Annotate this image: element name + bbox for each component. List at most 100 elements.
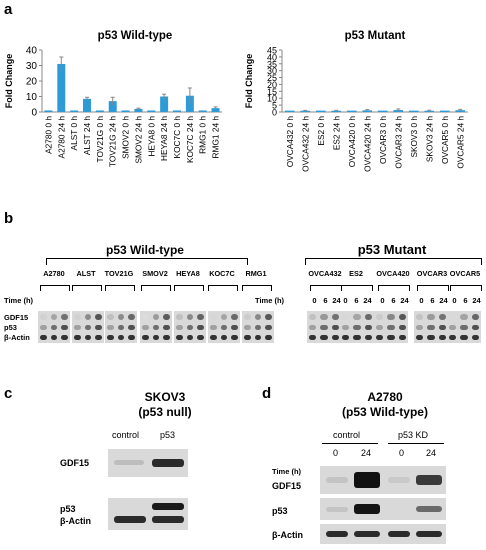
p53-band bbox=[61, 325, 68, 330]
gdf15-band bbox=[117, 314, 125, 320]
gdf15-band bbox=[387, 314, 395, 320]
actin-band bbox=[416, 335, 424, 340]
gdf15-band bbox=[95, 314, 102, 320]
gdf15-band bbox=[438, 314, 446, 320]
chart-title-wildtype: p53 Wild-type bbox=[97, 30, 173, 42]
y-axis-label: Fold Change bbox=[244, 54, 254, 109]
cell-line-bracket bbox=[341, 285, 373, 291]
blot-strip bbox=[105, 311, 137, 343]
p53-band bbox=[387, 325, 395, 330]
time-point-label: 24 bbox=[363, 296, 372, 305]
cell-line-label: TOV21G bbox=[104, 269, 134, 278]
x-tick-label: KOC7C 24 h bbox=[185, 116, 195, 163]
gdf15-band bbox=[84, 314, 92, 320]
p53-band bbox=[220, 325, 228, 330]
bar bbox=[83, 98, 91, 112]
cell-line-label: ALST bbox=[76, 269, 96, 278]
gdf15-band bbox=[320, 314, 328, 320]
actin-band bbox=[331, 335, 339, 340]
bar bbox=[315, 110, 326, 112]
bar bbox=[424, 110, 435, 112]
p53-band bbox=[74, 325, 81, 330]
x-tick-label: OVCAR3 0 h bbox=[378, 116, 388, 164]
gdf15-band bbox=[364, 314, 372, 320]
p53-band bbox=[331, 325, 339, 330]
y-tick-label: 15 bbox=[267, 87, 277, 97]
y-tick-label: 10 bbox=[267, 94, 277, 104]
actin-band bbox=[376, 335, 384, 340]
gdf15-band bbox=[142, 314, 149, 320]
actin-band bbox=[320, 335, 328, 340]
gdf15-band bbox=[197, 314, 204, 320]
actin-band bbox=[142, 335, 149, 340]
blot-b-wildtype-brace bbox=[46, 258, 248, 265]
p53-band bbox=[449, 325, 457, 330]
gdf15-band bbox=[152, 314, 160, 320]
blot-b-time-label-left: Time (h) bbox=[4, 296, 34, 305]
bar bbox=[408, 110, 419, 112]
time-point-label: 0 bbox=[380, 296, 385, 305]
gdf15-band bbox=[176, 314, 183, 320]
gdf15-band bbox=[128, 314, 135, 320]
blot-b-wildtype-title: p53 Wild-type bbox=[106, 243, 184, 257]
actin-band bbox=[244, 335, 251, 340]
blot-d-p53 bbox=[320, 498, 446, 520]
actin-band bbox=[74, 335, 81, 340]
gdf15-band bbox=[186, 314, 194, 320]
gdf15-band bbox=[231, 314, 238, 320]
cell-line-label: OVCA432 bbox=[308, 269, 342, 278]
actin-band bbox=[40, 335, 47, 340]
x-tick-label: ALST 24 h bbox=[82, 116, 92, 155]
bar bbox=[173, 110, 181, 112]
p53-band bbox=[95, 325, 102, 330]
panel-label-a: a bbox=[4, 1, 13, 18]
cell-line-bracket bbox=[242, 285, 272, 291]
blot-d-title-2: (p53 Wild-type) bbox=[342, 405, 428, 419]
blot-d-time-0a: 0 bbox=[333, 448, 339, 458]
gdf15-band bbox=[265, 314, 272, 320]
p53-band bbox=[427, 325, 435, 330]
blot-strip bbox=[140, 311, 172, 343]
x-tick-label: TOV21G 0 h bbox=[95, 116, 105, 163]
actin-band bbox=[353, 335, 361, 340]
blot-b-row-p53: p53 bbox=[4, 323, 17, 332]
p53-band bbox=[107, 325, 114, 330]
x-tick-label: RMG1 24 h bbox=[211, 116, 221, 159]
blot-d-title-1: A2780 bbox=[367, 390, 403, 404]
gdf15-band bbox=[376, 314, 384, 320]
x-tick-label: A2780 24 h bbox=[56, 116, 66, 159]
gdf15-band bbox=[416, 314, 424, 320]
p53-band bbox=[364, 325, 372, 330]
blot-c-col-control: control bbox=[112, 430, 140, 440]
bar bbox=[362, 110, 373, 112]
p53-band bbox=[376, 325, 384, 330]
blot-d-time-24b: 24 bbox=[426, 448, 437, 458]
gdf15-band bbox=[40, 314, 47, 320]
blot-c-col-p53: p53 bbox=[160, 430, 176, 440]
bar bbox=[300, 110, 311, 112]
cell-line-label: RMG1 bbox=[245, 269, 267, 278]
x-tick-label: OVCA420 0 h bbox=[347, 116, 357, 168]
blot-b-time-label-right: Time (h) bbox=[255, 296, 285, 305]
cell-line-bracket bbox=[141, 285, 171, 291]
actin-band bbox=[398, 335, 406, 340]
p53-band bbox=[265, 325, 272, 330]
actin-band bbox=[107, 335, 114, 340]
gdf15-band bbox=[107, 314, 114, 320]
cell-line-bracket bbox=[208, 285, 238, 291]
blot-strip bbox=[307, 311, 341, 343]
bar bbox=[57, 63, 66, 112]
p53-band bbox=[320, 325, 328, 330]
blot-c-row-actin: β-Actin bbox=[60, 516, 91, 526]
actin-band bbox=[61, 335, 68, 340]
cell-line-label: OVCA420 bbox=[376, 269, 410, 278]
bar bbox=[331, 110, 342, 112]
x-tick-label: A2780 0 h bbox=[43, 116, 53, 154]
actin-band bbox=[427, 335, 435, 340]
bar bbox=[147, 110, 156, 112]
blot-c-gdf15 bbox=[108, 449, 188, 477]
bar bbox=[439, 110, 450, 112]
x-tick-label: SMOV2 24 h bbox=[133, 116, 143, 164]
blot-b-row-gdf15: GDF15 bbox=[4, 313, 29, 322]
blot-b-mutant-brace bbox=[305, 258, 482, 265]
